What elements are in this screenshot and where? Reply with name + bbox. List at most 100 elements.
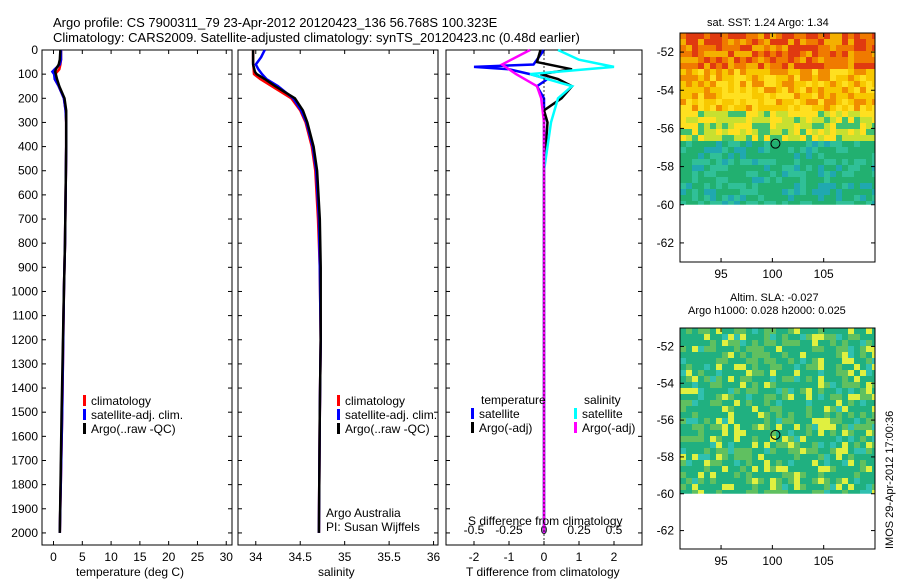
map-cell — [704, 111, 710, 117]
map-cell — [800, 69, 806, 75]
map-cell — [806, 454, 812, 460]
map-cell — [782, 448, 788, 454]
map-cell — [764, 93, 770, 99]
map-cell — [752, 460, 758, 466]
map-cell — [716, 334, 722, 340]
map-cell — [800, 141, 806, 147]
map-cell — [830, 490, 836, 494]
map-cell — [830, 189, 836, 195]
map-cell — [770, 171, 776, 177]
map-cell — [872, 490, 875, 494]
map-cell — [698, 442, 704, 448]
map-cell — [800, 147, 806, 153]
map-cell — [680, 183, 686, 189]
map-cell — [872, 153, 875, 159]
map-cell — [782, 358, 788, 364]
map-cell — [860, 370, 866, 376]
map-cell — [686, 340, 692, 346]
map-cell — [872, 195, 875, 201]
map-cell — [740, 442, 746, 448]
map-cell — [854, 460, 860, 466]
map-cell — [866, 418, 872, 424]
map-cell — [860, 159, 866, 165]
map-cell — [746, 448, 752, 454]
temperature-legend: climatology satellite-adj. clim. Argo(..… — [83, 394, 183, 436]
map-cell — [842, 412, 848, 418]
map-cell — [836, 466, 842, 472]
map-cell — [692, 117, 698, 123]
map-cell — [764, 472, 770, 478]
map-cell — [830, 394, 836, 400]
map-cell — [716, 460, 722, 466]
map-cell — [824, 412, 830, 418]
map-cell — [770, 460, 776, 466]
map-cell — [734, 400, 740, 406]
map-cell — [758, 418, 764, 424]
map-cell — [758, 153, 764, 159]
map-cell — [710, 135, 716, 141]
map-cell — [782, 63, 788, 69]
map-cell — [854, 334, 860, 340]
map-cell — [734, 69, 740, 75]
map-cell — [866, 69, 872, 75]
map-cell — [686, 147, 692, 153]
map-cell — [740, 99, 746, 105]
map-cell — [866, 93, 872, 99]
map-cell — [716, 183, 722, 189]
map-cell — [812, 394, 818, 400]
map-cell — [830, 424, 836, 430]
map-cell — [680, 33, 686, 39]
map-cell — [782, 412, 788, 418]
map-cell — [770, 141, 776, 147]
map-cell — [734, 364, 740, 370]
map-cell — [746, 129, 752, 135]
map-cell — [728, 135, 734, 141]
map-cell — [752, 418, 758, 424]
map-cell — [734, 189, 740, 195]
map-cell — [794, 364, 800, 370]
y-tick-label: 900 — [18, 260, 38, 274]
map-cell — [728, 147, 734, 153]
map-cell — [854, 376, 860, 382]
map-cell — [806, 388, 812, 394]
map-cell — [710, 105, 716, 111]
map-cell — [782, 141, 788, 147]
map-cell — [716, 39, 722, 45]
map-cell — [734, 382, 740, 388]
map-x-tick-label: 100 — [762, 554, 782, 568]
figure-title-line2: Climatology: CARS2009. Satellite-adjuste… — [53, 30, 580, 45]
map-cell — [770, 418, 776, 424]
map-cell — [680, 490, 686, 494]
map-cell — [800, 424, 806, 430]
map-cell — [728, 129, 734, 135]
map-cell — [722, 87, 728, 93]
map-cell — [824, 364, 830, 370]
map-cell — [836, 99, 842, 105]
map-cell — [830, 141, 836, 147]
map-cell — [746, 87, 752, 93]
map-cell — [692, 490, 698, 494]
map-cell — [710, 75, 716, 81]
map-cell — [770, 328, 776, 334]
map-cell — [860, 69, 866, 75]
map-cell — [716, 358, 722, 364]
map-cell — [848, 201, 854, 205]
map-cell — [758, 129, 764, 135]
map-cell — [752, 382, 758, 388]
map-cell — [860, 171, 866, 177]
map-cell — [776, 105, 782, 111]
map-cell — [728, 370, 734, 376]
map-cell — [770, 99, 776, 105]
credit-line2: PI: Susan Wijffels — [326, 520, 420, 534]
map-cell — [758, 63, 764, 69]
map-cell — [704, 33, 710, 39]
map-cell — [824, 33, 830, 39]
map-cell — [728, 189, 734, 195]
map-cell — [842, 39, 848, 45]
map-cell — [866, 340, 872, 346]
map-cell — [758, 466, 764, 472]
map-cell — [746, 466, 752, 472]
map-cell — [776, 442, 782, 448]
map-cell — [812, 147, 818, 153]
map-cell — [698, 400, 704, 406]
